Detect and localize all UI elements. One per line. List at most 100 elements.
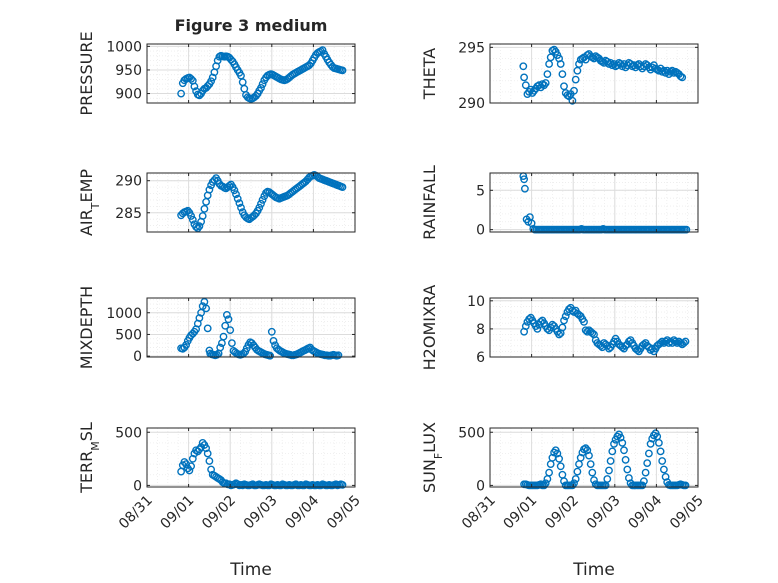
y-tick-label: 295 xyxy=(458,40,485,56)
data-point xyxy=(681,337,690,346)
y-tick-label: 500 xyxy=(115,327,142,343)
data-point xyxy=(561,312,570,321)
data-point xyxy=(641,468,650,477)
data-point xyxy=(586,460,595,468)
data-point xyxy=(605,466,613,475)
axes-box xyxy=(489,427,699,488)
y-axis-label: TERRMSL xyxy=(77,422,102,494)
y-axis-label: AIRTEMP xyxy=(77,169,102,236)
y-tick-label: 0 xyxy=(476,223,485,239)
data-point xyxy=(198,438,207,447)
data-point xyxy=(621,455,630,464)
y-axis-label: MIXDEPTH xyxy=(77,286,96,369)
data-point xyxy=(230,186,239,195)
data-point xyxy=(555,454,563,463)
data-point xyxy=(521,184,529,193)
data-point xyxy=(205,457,214,465)
x-tick-label: 08/31 xyxy=(459,493,499,533)
data-point xyxy=(226,326,235,334)
figure-title: Figure 3 medium xyxy=(175,16,328,35)
data-point xyxy=(212,350,221,359)
data-point xyxy=(558,323,567,332)
x-tick-label: 09/04 xyxy=(625,492,665,532)
data-point xyxy=(608,61,617,70)
axes-box xyxy=(489,297,699,358)
data-point xyxy=(610,439,618,448)
data-point xyxy=(671,337,680,346)
axes-box xyxy=(146,172,356,233)
data-point xyxy=(656,447,665,456)
subplot-rainfall: 0 5 RAINFALL xyxy=(420,165,699,240)
subplot-terr-msl: 0 500 08/31 09/01 09/02 09/03 09/04 09/05 TERRMS… xyxy=(77,422,364,532)
y-tick-label: 900 xyxy=(115,87,142,103)
y-tick-label: 0 xyxy=(133,349,142,365)
y-tick-label: 0 xyxy=(476,478,485,494)
data-point xyxy=(257,84,265,92)
y-tick-label: 10 xyxy=(467,294,485,310)
data-point xyxy=(200,204,209,213)
data-point xyxy=(519,62,528,71)
x-tick-label: 09/02 xyxy=(199,493,239,533)
data-point xyxy=(658,457,667,465)
x-tick-label: 09/05 xyxy=(667,493,707,533)
data-point xyxy=(195,314,204,322)
subplot-sun-flux: 0 500 08/31 09/01 09/02 09/03 09/04 09/05 SUNFLU… xyxy=(420,422,707,532)
data-point xyxy=(187,212,196,220)
data-point xyxy=(207,77,216,86)
data-point xyxy=(338,480,347,489)
data-point xyxy=(221,321,230,330)
x-tick-label: 09/03 xyxy=(584,493,624,533)
data-point xyxy=(571,475,580,483)
plot-area xyxy=(490,428,698,487)
data-point xyxy=(613,432,622,441)
data-point xyxy=(640,477,648,486)
data-point xyxy=(603,475,612,483)
data-point xyxy=(680,339,688,347)
y-tick-label: 0 xyxy=(133,478,142,494)
y-axis-label: PRESSURE xyxy=(77,31,96,115)
x-tick-label: 09/05 xyxy=(324,493,364,533)
data-point xyxy=(198,212,207,220)
y-axis-label: THETA xyxy=(420,48,439,100)
data-point xyxy=(232,190,240,199)
y-tick-label: 1000 xyxy=(106,39,142,55)
data-point xyxy=(187,462,196,471)
data-point xyxy=(203,449,212,458)
data-point xyxy=(269,336,278,345)
x-axis-label-right: Time xyxy=(572,560,615,580)
data-point xyxy=(560,316,568,325)
data-point xyxy=(222,310,231,319)
subplot-theta: 290 295 THETA xyxy=(420,40,699,112)
data-point xyxy=(521,322,530,330)
data-point xyxy=(203,324,212,333)
axes-box xyxy=(146,297,356,358)
data-point xyxy=(318,46,327,54)
data-point xyxy=(606,457,615,465)
data-point xyxy=(638,481,647,490)
y-axis-label: SUNFLUX xyxy=(420,422,445,493)
data-point xyxy=(682,225,691,234)
y-tick-label: 950 xyxy=(115,63,142,79)
data-point xyxy=(620,446,628,455)
y-tick-label: 500 xyxy=(458,425,485,441)
y-tick-label: 5 xyxy=(476,183,485,199)
axes-box xyxy=(146,427,356,488)
data-point xyxy=(676,339,685,347)
data-point xyxy=(678,73,687,82)
data-point xyxy=(202,304,211,313)
data-point xyxy=(533,324,542,333)
data-point xyxy=(205,185,214,194)
plot-area xyxy=(490,298,698,357)
data-point xyxy=(258,195,267,204)
subplot-air-temp: 285 290 AIRTEMP xyxy=(77,169,356,236)
data-point xyxy=(545,468,553,477)
data-point xyxy=(581,326,590,335)
data-point xyxy=(210,176,219,185)
data-point xyxy=(216,343,225,352)
data-point xyxy=(608,447,617,456)
data-point xyxy=(575,60,583,68)
data-point xyxy=(227,339,236,347)
subplot-mixdepth: 0 500 1000 MIXDEPTH xyxy=(77,286,356,369)
data-point xyxy=(618,438,627,447)
